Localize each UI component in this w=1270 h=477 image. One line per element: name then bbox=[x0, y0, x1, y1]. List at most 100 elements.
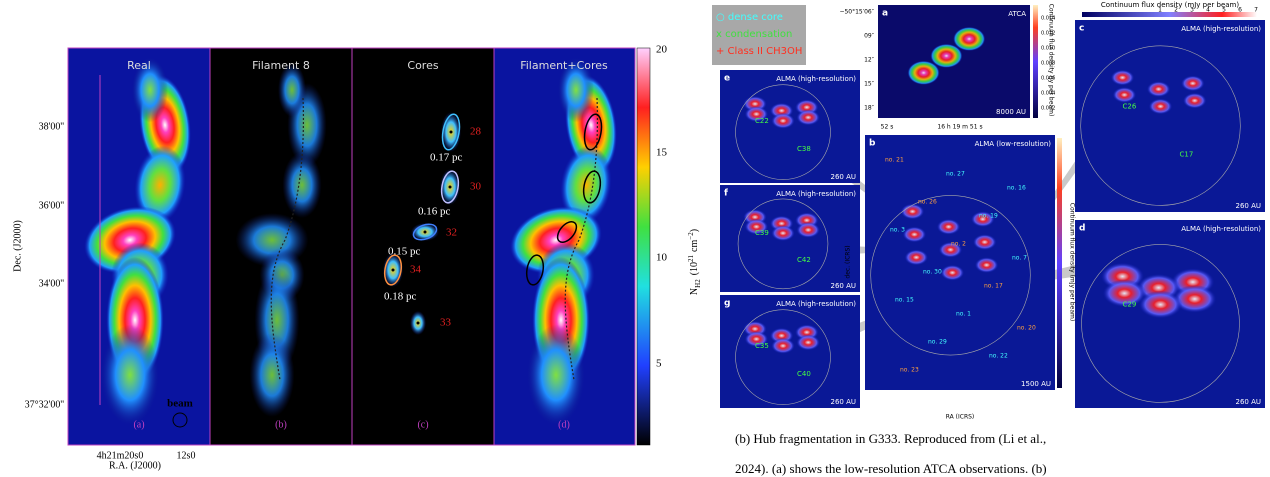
emission-blob bbox=[101, 325, 159, 426]
y-tick-label: 34'00'' bbox=[39, 278, 65, 289]
label-part: cm bbox=[689, 239, 700, 251]
scale-label: 260 AU bbox=[831, 398, 857, 406]
y-tick-label: 12″ bbox=[864, 57, 875, 64]
emission-blob bbox=[1183, 93, 1207, 109]
core-id: 33 bbox=[440, 317, 452, 329]
y-tick-label: 36'00'' bbox=[39, 200, 65, 211]
caption: (b) Hub fragmentation in G333. Reproduce… bbox=[735, 431, 1047, 476]
emission-blob bbox=[973, 234, 997, 250]
emission-blob bbox=[1139, 291, 1183, 319]
scale-label: 260 AU bbox=[1236, 398, 1262, 406]
core-id: 34 bbox=[410, 264, 422, 276]
panel-letter: e bbox=[724, 74, 730, 84]
core-center bbox=[449, 186, 452, 189]
y-axis-label: dec. (ICRS) bbox=[845, 245, 852, 278]
core-label: C42 bbox=[797, 256, 811, 264]
panel-label: ALMA (low-resolution) bbox=[975, 140, 1052, 148]
colorbar bbox=[1057, 138, 1062, 388]
caption-line: (b) Hub fragmentation in G333. Reproduce… bbox=[735, 431, 1046, 446]
core-label: C40 bbox=[797, 370, 811, 378]
panel-letter: d bbox=[1079, 224, 1085, 234]
panel-letter: (d) bbox=[558, 419, 570, 430]
label-part: H2 bbox=[694, 279, 702, 288]
core-id: 28 bbox=[470, 126, 482, 138]
panel-label: ALMA (high-resolution) bbox=[1181, 25, 1261, 33]
panel-title: Filament 8 bbox=[252, 59, 310, 72]
panel-label: ATCA bbox=[1008, 10, 1026, 18]
colorbar bbox=[1033, 5, 1038, 118]
colorbar-label: Continuum flux density (mJy per beam) bbox=[1101, 1, 1239, 9]
emission-blob bbox=[908, 61, 940, 85]
core-label: no. 1 bbox=[956, 311, 971, 318]
label-part: 21 bbox=[687, 254, 695, 262]
colorbar-label: Continuum flux density (Jy per beam) bbox=[1048, 4, 1055, 117]
core-label: no. 16 bbox=[1007, 185, 1026, 192]
emission-blob bbox=[902, 226, 926, 242]
emission-blob bbox=[796, 334, 820, 350]
panel-letter: g bbox=[724, 299, 730, 309]
panel-label: ALMA (high-resolution) bbox=[776, 190, 856, 198]
y-tick-label: −50°15′06″ bbox=[839, 9, 874, 16]
core-id: 30 bbox=[470, 181, 482, 193]
emission-blob bbox=[940, 265, 964, 281]
emission-blob bbox=[282, 152, 321, 218]
emission-blob bbox=[250, 333, 295, 417]
core-size: 0.16 pc bbox=[418, 206, 451, 218]
colorbar-tick-label: 20 bbox=[656, 44, 668, 56]
core-label: no. 3 bbox=[890, 227, 905, 234]
core-label: no. 27 bbox=[946, 171, 965, 178]
scale-label: 260 AU bbox=[1236, 202, 1262, 210]
x-axis-label: R.A. (J2000) bbox=[109, 460, 161, 471]
core-label: no. 30 bbox=[923, 269, 942, 276]
colorbar-label: NH2(1021cm−2) bbox=[687, 229, 702, 295]
legend-item: ○ dense core bbox=[716, 12, 783, 23]
emission-blob bbox=[937, 219, 961, 235]
panel-letter: a bbox=[882, 9, 888, 19]
core-center bbox=[392, 269, 395, 272]
panel-c bbox=[1075, 20, 1265, 212]
emission-blob bbox=[1112, 87, 1136, 103]
x-tick-label: 16 h 19 m 51 s bbox=[937, 124, 982, 131]
colorbar bbox=[1082, 12, 1257, 17]
page: {"left_figure":{ "panels":[{"title":"Rea… bbox=[0, 0, 1270, 477]
emission-blob bbox=[1147, 81, 1171, 97]
x-tick-label: 52 s bbox=[881, 124, 894, 131]
panel-letter: b bbox=[869, 139, 876, 149]
core-label: no. 29 bbox=[928, 339, 947, 346]
emission-blob bbox=[904, 249, 928, 265]
core-label: no. 2 bbox=[951, 241, 966, 248]
emission-blob bbox=[796, 109, 820, 125]
panel-title: Cores bbox=[407, 59, 438, 72]
colorbar-label: Continuum flux density (mJy per beam) bbox=[1069, 203, 1076, 321]
emission-blob bbox=[1111, 70, 1135, 86]
core-label: no. 7 bbox=[1012, 255, 1027, 262]
panel-letter: (a) bbox=[133, 419, 144, 430]
scale-label: 260 AU bbox=[831, 282, 857, 290]
emission-blob bbox=[771, 338, 795, 354]
core-label: C26 bbox=[1123, 102, 1137, 110]
core-label: C38 bbox=[797, 145, 811, 153]
panel-letter: f bbox=[724, 189, 728, 199]
core-label: C39 bbox=[755, 229, 769, 237]
emission-blob bbox=[527, 325, 585, 426]
core-label: C29 bbox=[1123, 301, 1137, 309]
core-label: no. 22 bbox=[989, 353, 1008, 360]
emission-blob bbox=[901, 204, 925, 220]
core-label: no. 23 bbox=[900, 367, 919, 374]
panel-title: Real bbox=[127, 59, 151, 72]
emission-blob bbox=[1181, 75, 1205, 91]
emission-blob bbox=[771, 225, 795, 241]
y-axis-label: Dec. (J2000) bbox=[12, 220, 23, 272]
x-tick-label: 12s0 bbox=[177, 450, 196, 461]
core-label: C22 bbox=[755, 117, 769, 125]
core-label: no. 26 bbox=[918, 199, 937, 206]
scale-label: 260 AU bbox=[831, 173, 857, 181]
panel-label: ALMA (high-resolution) bbox=[776, 300, 856, 308]
emission-blob bbox=[796, 222, 820, 238]
emission-blob bbox=[953, 27, 985, 51]
y-tick-label: 18″ bbox=[864, 105, 875, 112]
panel-letter: (c) bbox=[417, 419, 428, 430]
core-size: 0.17 pc bbox=[430, 152, 463, 164]
core-label: no. 15 bbox=[895, 297, 914, 304]
